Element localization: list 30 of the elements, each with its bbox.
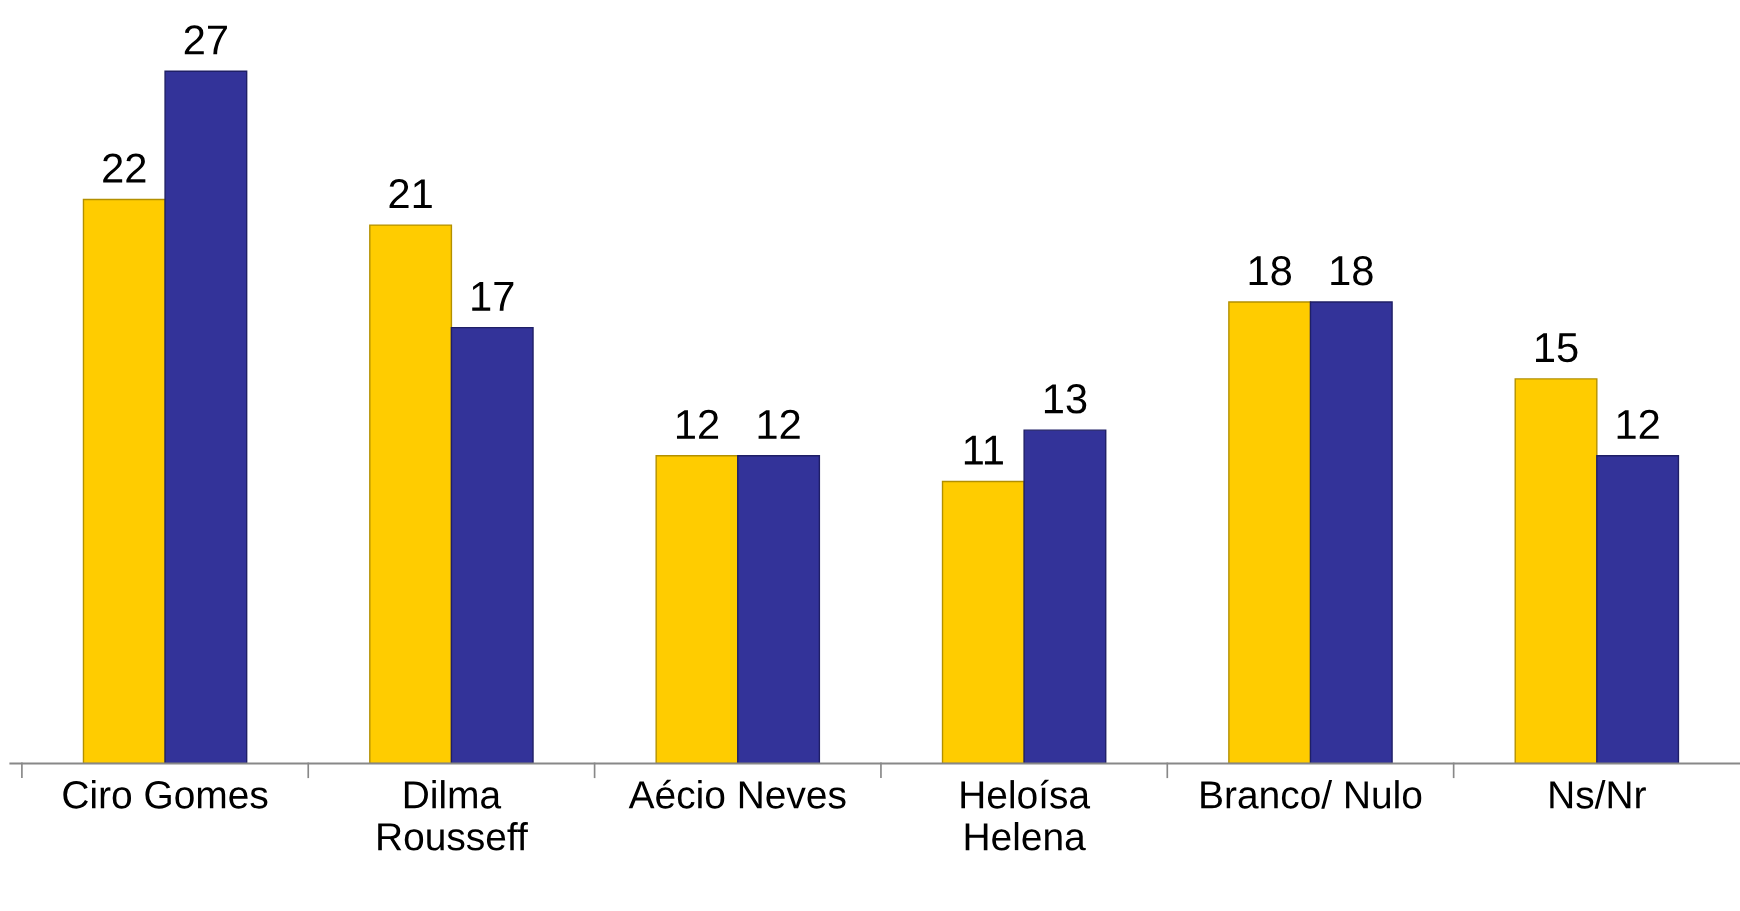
data-label: 18 [1331,255,1373,286]
bar [82,198,166,764]
bar [164,70,248,764]
data-label: 18 [1249,255,1292,286]
bar [655,455,739,764]
bar [737,455,821,764]
data-label: 12 [1617,409,1659,439]
bar [1596,455,1680,764]
x-tick-label: Heloísa Helena [961,779,1091,851]
data-label: 12 [758,409,800,439]
data-label: 27 [184,25,227,55]
data-label: 17 [472,281,514,311]
data-label: 12 [676,409,719,439]
x-tick-label: Branco/ Nulo [1201,780,1422,809]
bar [450,326,534,764]
data-label: 15 [1536,333,1578,363]
bar [1514,378,1598,764]
x-tick-label: Ns/Nr [1550,780,1646,809]
data-label: 22 [103,153,146,183]
bar [369,224,453,764]
bar [1309,301,1393,764]
bar [1023,429,1107,764]
data-label: 11 [964,435,1003,465]
bar [1228,301,1312,764]
x-tick-label: Dilma Rousseff [378,780,528,851]
x-tick-label: Ciro Gomes [63,780,268,809]
x-tick-label: Aécio Neves [628,779,846,809]
bar [941,480,1025,764]
data-label: 21 [389,179,432,209]
data-label: 13 [1044,384,1087,414]
